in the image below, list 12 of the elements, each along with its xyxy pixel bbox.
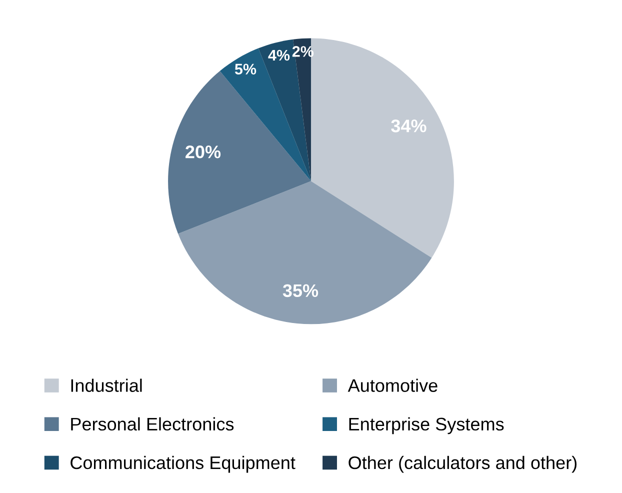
- legend-label: Enterprise Systems: [349, 417, 504, 434]
- pie-slice: [178, 181, 432, 324]
- data-label: 34%: [391, 120, 426, 132]
- legend-label: Automotive: [348, 378, 438, 392]
- data-label: 35%: [282, 284, 318, 298]
- legend-label: Other (calculators and other): [348, 456, 577, 473]
- legend-label: Industrial: [71, 378, 142, 392]
- legend-label: Personal Electronics: [71, 417, 234, 431]
- data-label: 20%: [186, 146, 221, 158]
- data-label: 4%: [268, 50, 290, 61]
- legend-label: Communications Equipment: [70, 456, 296, 473]
- data-label: 5%: [234, 64, 256, 75]
